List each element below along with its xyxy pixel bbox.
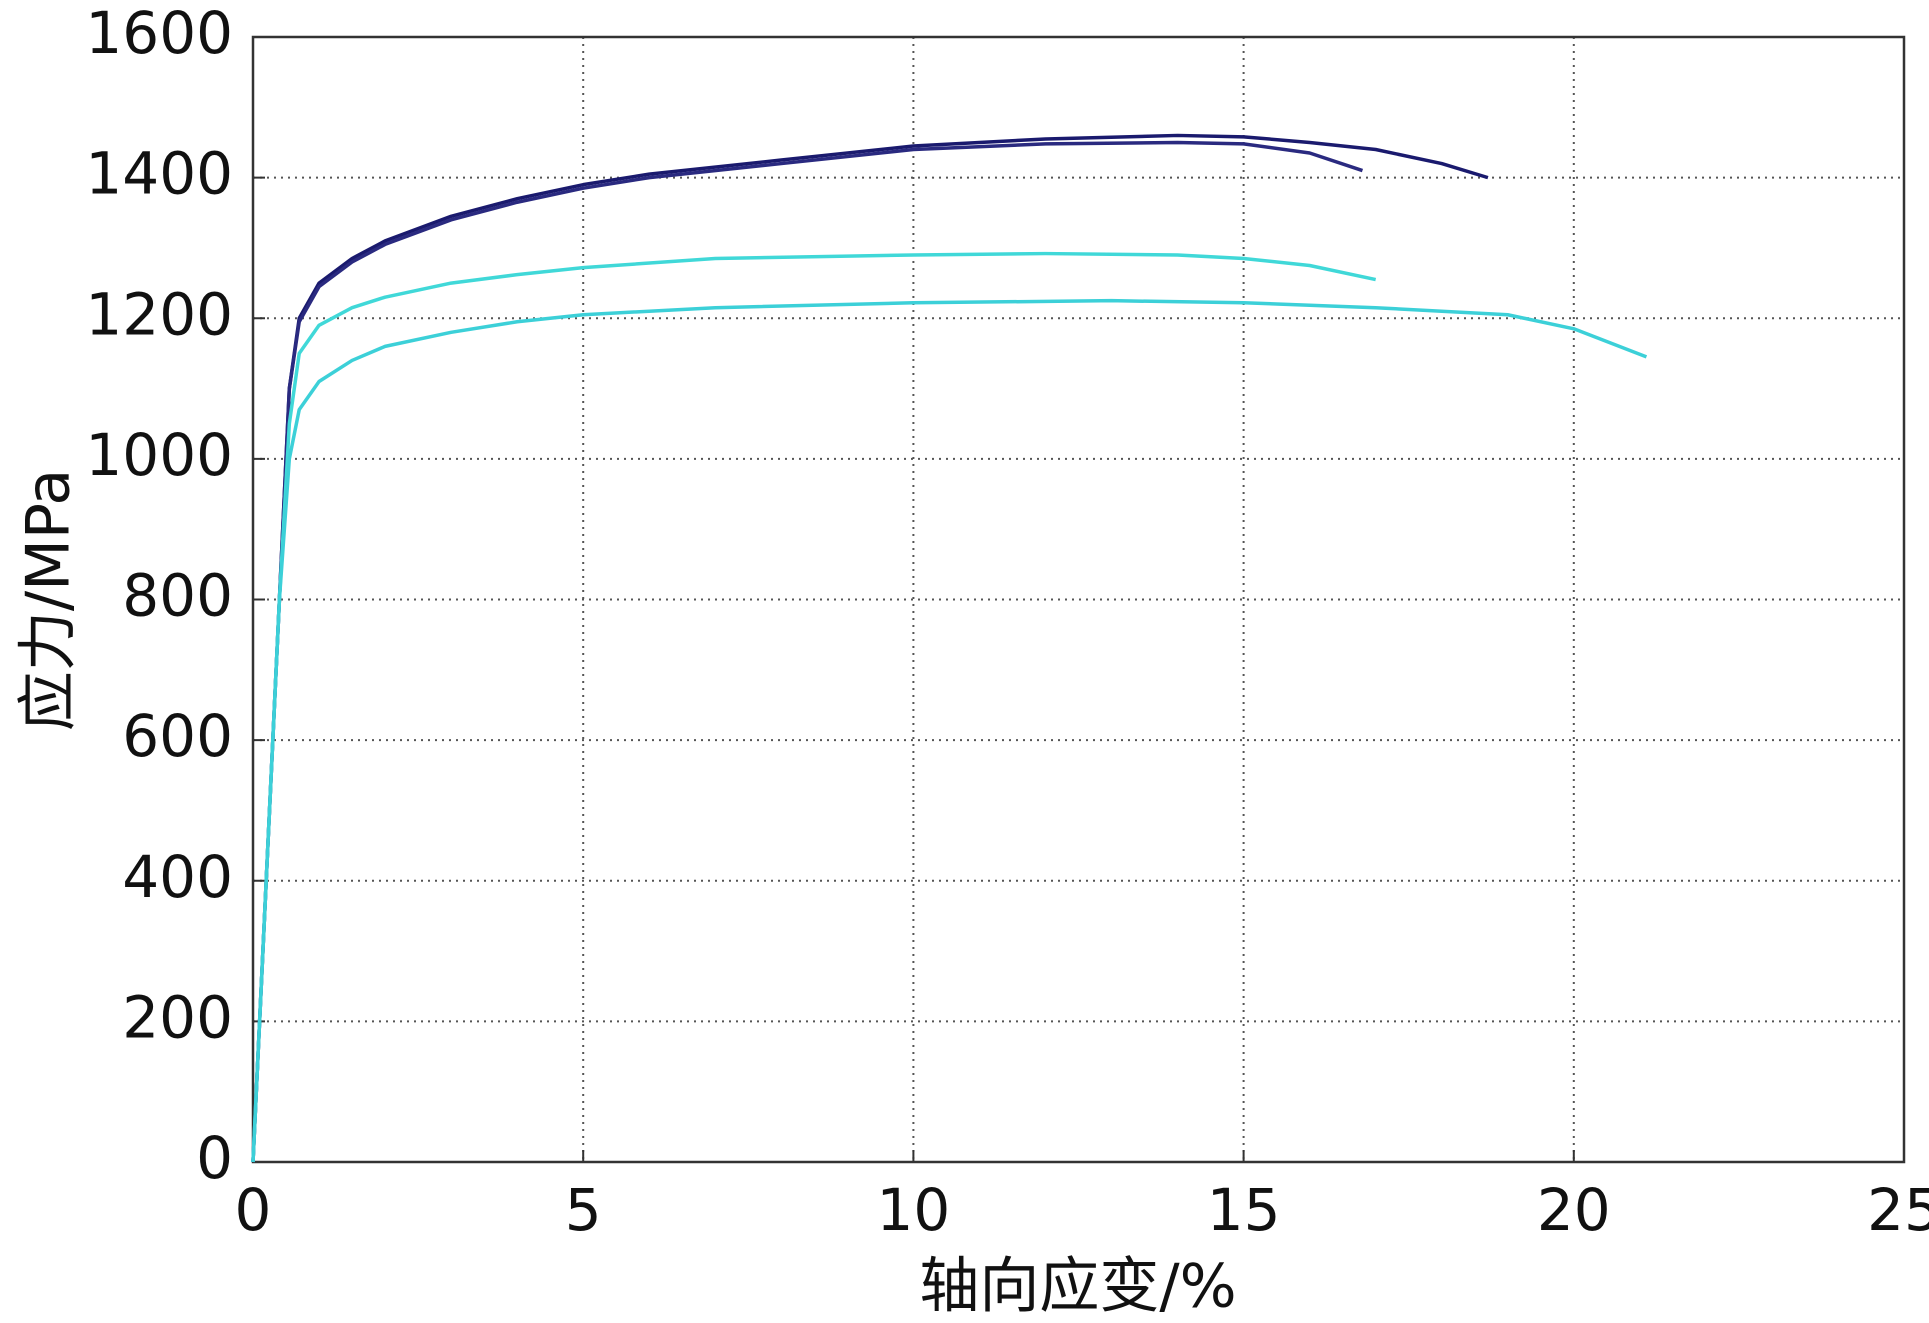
series-line <box>251 140 1364 1163</box>
x-tick-label: 0 <box>235 1176 272 1244</box>
series-line <box>251 251 1377 1163</box>
series-line <box>251 298 1648 1163</box>
y-tick-label: 200 <box>122 983 233 1051</box>
x-tick-label: 25 <box>1867 1176 1929 1244</box>
y-tick-label: 600 <box>122 702 233 770</box>
plot-frame <box>251 35 1906 1164</box>
y-tick-label: 800 <box>122 562 233 630</box>
x-tick-label: 5 <box>565 1176 602 1244</box>
x-tick-label: 10 <box>876 1176 950 1244</box>
y-tick-label: 1000 <box>85 421 233 489</box>
y-tick-label: 400 <box>122 843 233 911</box>
series-line <box>251 133 1489 1163</box>
y-tick-label: 1400 <box>85 140 233 208</box>
y-tick-label: 1200 <box>85 280 233 348</box>
y-tick-label: 0 <box>196 1124 233 1192</box>
x-tick-label: 15 <box>1207 1176 1281 1244</box>
y-tick-label: 1600 <box>85 0 233 67</box>
x-tick-label: 20 <box>1537 1176 1611 1244</box>
y-axis-label: 应力/MPa <box>14 469 84 731</box>
x-axis-label: 轴向应变/% <box>919 1252 1236 1322</box>
